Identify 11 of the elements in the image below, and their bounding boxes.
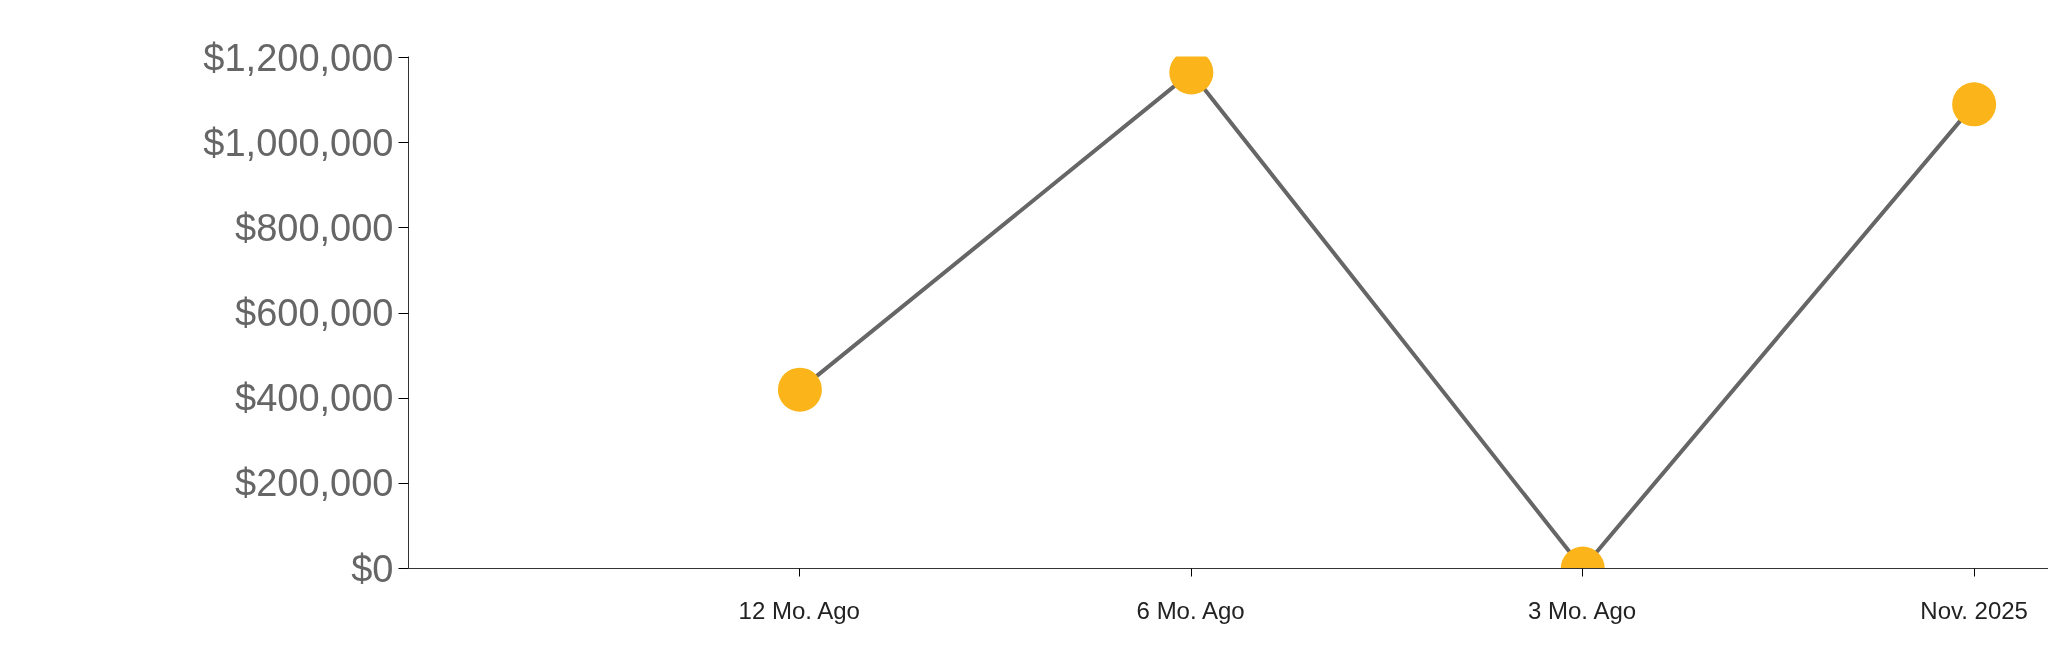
- y-tick-label: $200,000: [235, 462, 394, 505]
- x-tick-label: 12 Mo. Ago: [738, 596, 860, 624]
- y-tick-label: $800,000: [235, 206, 394, 249]
- y-tick-label: $1,200,000: [203, 36, 394, 79]
- y-tick-label: $0: [351, 547, 394, 590]
- y-tick-label: $400,000: [235, 377, 394, 420]
- x-tick-label: 3 Mo. Ago: [1528, 596, 1637, 624]
- y-tick-label: $1,000,000: [203, 121, 394, 164]
- y-tick-label: $600,000: [235, 292, 394, 335]
- x-tick-label: 6 Mo. Ago: [1136, 596, 1245, 624]
- x-tick-label: Nov. 2025: [1920, 596, 2028, 624]
